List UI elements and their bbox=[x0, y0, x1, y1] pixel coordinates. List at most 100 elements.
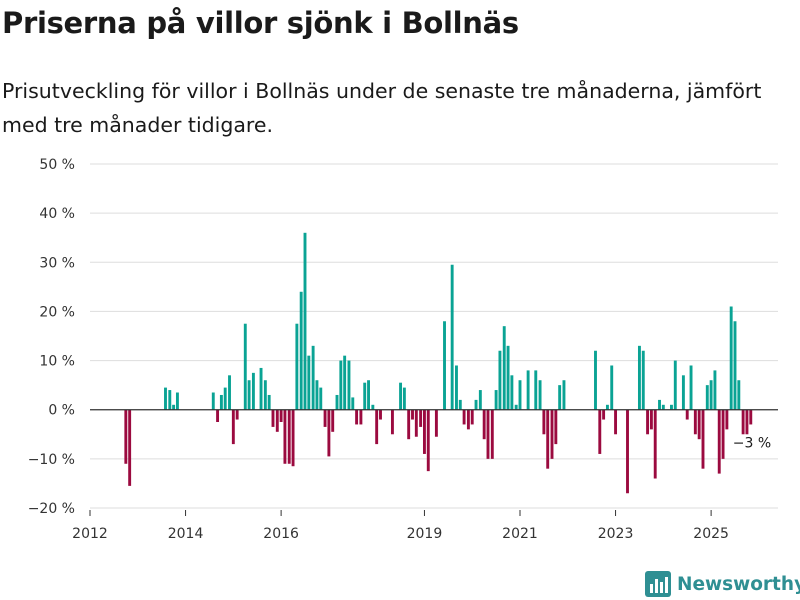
x-tick: 2021 bbox=[502, 510, 538, 542]
bar bbox=[375, 409, 379, 445]
bar bbox=[231, 409, 235, 445]
bar bbox=[267, 394, 271, 410]
bar bbox=[689, 365, 693, 410]
bar bbox=[426, 409, 430, 472]
bar bbox=[641, 350, 645, 410]
bar bbox=[443, 321, 446, 410]
bar bbox=[458, 399, 462, 410]
bar bbox=[434, 409, 438, 437]
x-tick: 2016 bbox=[263, 510, 299, 542]
bar bbox=[228, 375, 231, 410]
bar bbox=[466, 409, 470, 430]
bar bbox=[291, 409, 295, 467]
bar bbox=[637, 345, 641, 410]
bar bbox=[506, 345, 510, 410]
bar bbox=[526, 370, 530, 410]
bar bbox=[721, 409, 725, 459]
bar bbox=[359, 409, 363, 425]
y-tick-label: 40 % bbox=[39, 206, 75, 222]
bar-chart: −20 %−10 %0 %10 %20 %30 %40 %50 % 2012 20… bbox=[28, 157, 778, 542]
y-tick: 50 % bbox=[39, 157, 75, 173]
bar bbox=[164, 387, 167, 410]
bar bbox=[335, 394, 339, 410]
bar bbox=[247, 380, 251, 410]
bar bbox=[414, 409, 418, 437]
bar bbox=[363, 382, 367, 410]
bar bbox=[307, 355, 311, 410]
bar bbox=[411, 409, 414, 420]
y-tick-label: 20 % bbox=[39, 304, 75, 320]
x-tick-label: 2023 bbox=[598, 526, 634, 542]
bar bbox=[546, 409, 550, 469]
bar bbox=[562, 380, 566, 410]
y-tick-label: −10 % bbox=[28, 452, 75, 468]
bar bbox=[339, 360, 343, 410]
bar bbox=[279, 409, 283, 422]
bar bbox=[498, 350, 502, 410]
bar bbox=[275, 409, 279, 432]
y-tick: 20 % bbox=[39, 304, 75, 320]
bar bbox=[558, 385, 562, 410]
y-tick: −20 % bbox=[28, 501, 75, 517]
bar bbox=[502, 326, 506, 410]
bar bbox=[646, 409, 650, 435]
bar bbox=[745, 409, 749, 435]
bar bbox=[673, 360, 677, 410]
bar bbox=[733, 321, 737, 410]
bar bbox=[422, 409, 426, 454]
x-tick-label: 2019 bbox=[407, 526, 443, 542]
bar bbox=[175, 392, 179, 410]
bar bbox=[367, 380, 370, 410]
bar bbox=[681, 375, 685, 410]
bar bbox=[295, 323, 299, 410]
bar bbox=[243, 323, 247, 410]
bar bbox=[347, 360, 351, 410]
bar bbox=[478, 390, 482, 410]
y-axis-labels: −20 % −10 % 0 % 10 % 20 % 30 % 40 % 50 % bbox=[28, 157, 75, 517]
brand-logo: Newsworthy bbox=[645, 570, 800, 598]
y-tick: 40 % bbox=[39, 206, 75, 222]
bar bbox=[701, 409, 705, 469]
x-tick: 2025 bbox=[693, 510, 729, 542]
chart-subtitle: Prisutveckling för villor i Bollnäs unde… bbox=[2, 79, 762, 137]
bar bbox=[251, 372, 255, 410]
x-tick-label: 2016 bbox=[263, 526, 299, 542]
bar bbox=[737, 380, 741, 410]
y-tick-label: 50 % bbox=[39, 157, 75, 173]
bar bbox=[311, 345, 315, 410]
bar bbox=[455, 365, 458, 410]
bar bbox=[235, 409, 239, 420]
bar bbox=[211, 392, 215, 410]
bar bbox=[514, 404, 518, 410]
bar bbox=[399, 382, 403, 410]
bar bbox=[371, 404, 375, 410]
annotation: −3 % bbox=[733, 435, 771, 451]
bar bbox=[223, 387, 227, 410]
y-tick: 0 % bbox=[48, 403, 75, 419]
bar bbox=[419, 409, 423, 427]
bar bbox=[494, 390, 498, 410]
bar bbox=[518, 380, 522, 410]
bar bbox=[470, 409, 474, 425]
bar bbox=[709, 380, 713, 410]
bar bbox=[287, 409, 291, 464]
bar bbox=[124, 409, 128, 464]
bar bbox=[725, 409, 729, 430]
x-tick-label: 2012 bbox=[72, 526, 108, 542]
bar bbox=[610, 365, 614, 410]
bar bbox=[626, 409, 629, 494]
bar bbox=[450, 264, 454, 410]
bar bbox=[510, 375, 514, 410]
x-tick-label: 2025 bbox=[693, 526, 729, 542]
bar bbox=[550, 409, 554, 459]
bar bbox=[729, 306, 733, 410]
bar bbox=[462, 409, 466, 425]
x-tick: 2023 bbox=[598, 510, 634, 542]
bar bbox=[542, 409, 546, 435]
bar bbox=[271, 409, 275, 427]
brand-name: Newsworthy bbox=[677, 573, 800, 595]
x-tick: 2012 bbox=[72, 510, 108, 542]
chart-title: Priserna på villor sjönk i Bollnäs bbox=[2, 6, 519, 40]
bar bbox=[554, 409, 558, 445]
y-tick-label: 30 % bbox=[39, 255, 75, 271]
